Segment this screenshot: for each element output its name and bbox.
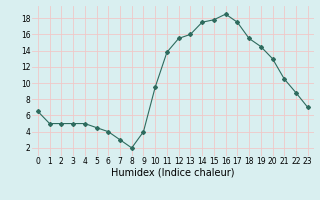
X-axis label: Humidex (Indice chaleur): Humidex (Indice chaleur) — [111, 168, 235, 178]
